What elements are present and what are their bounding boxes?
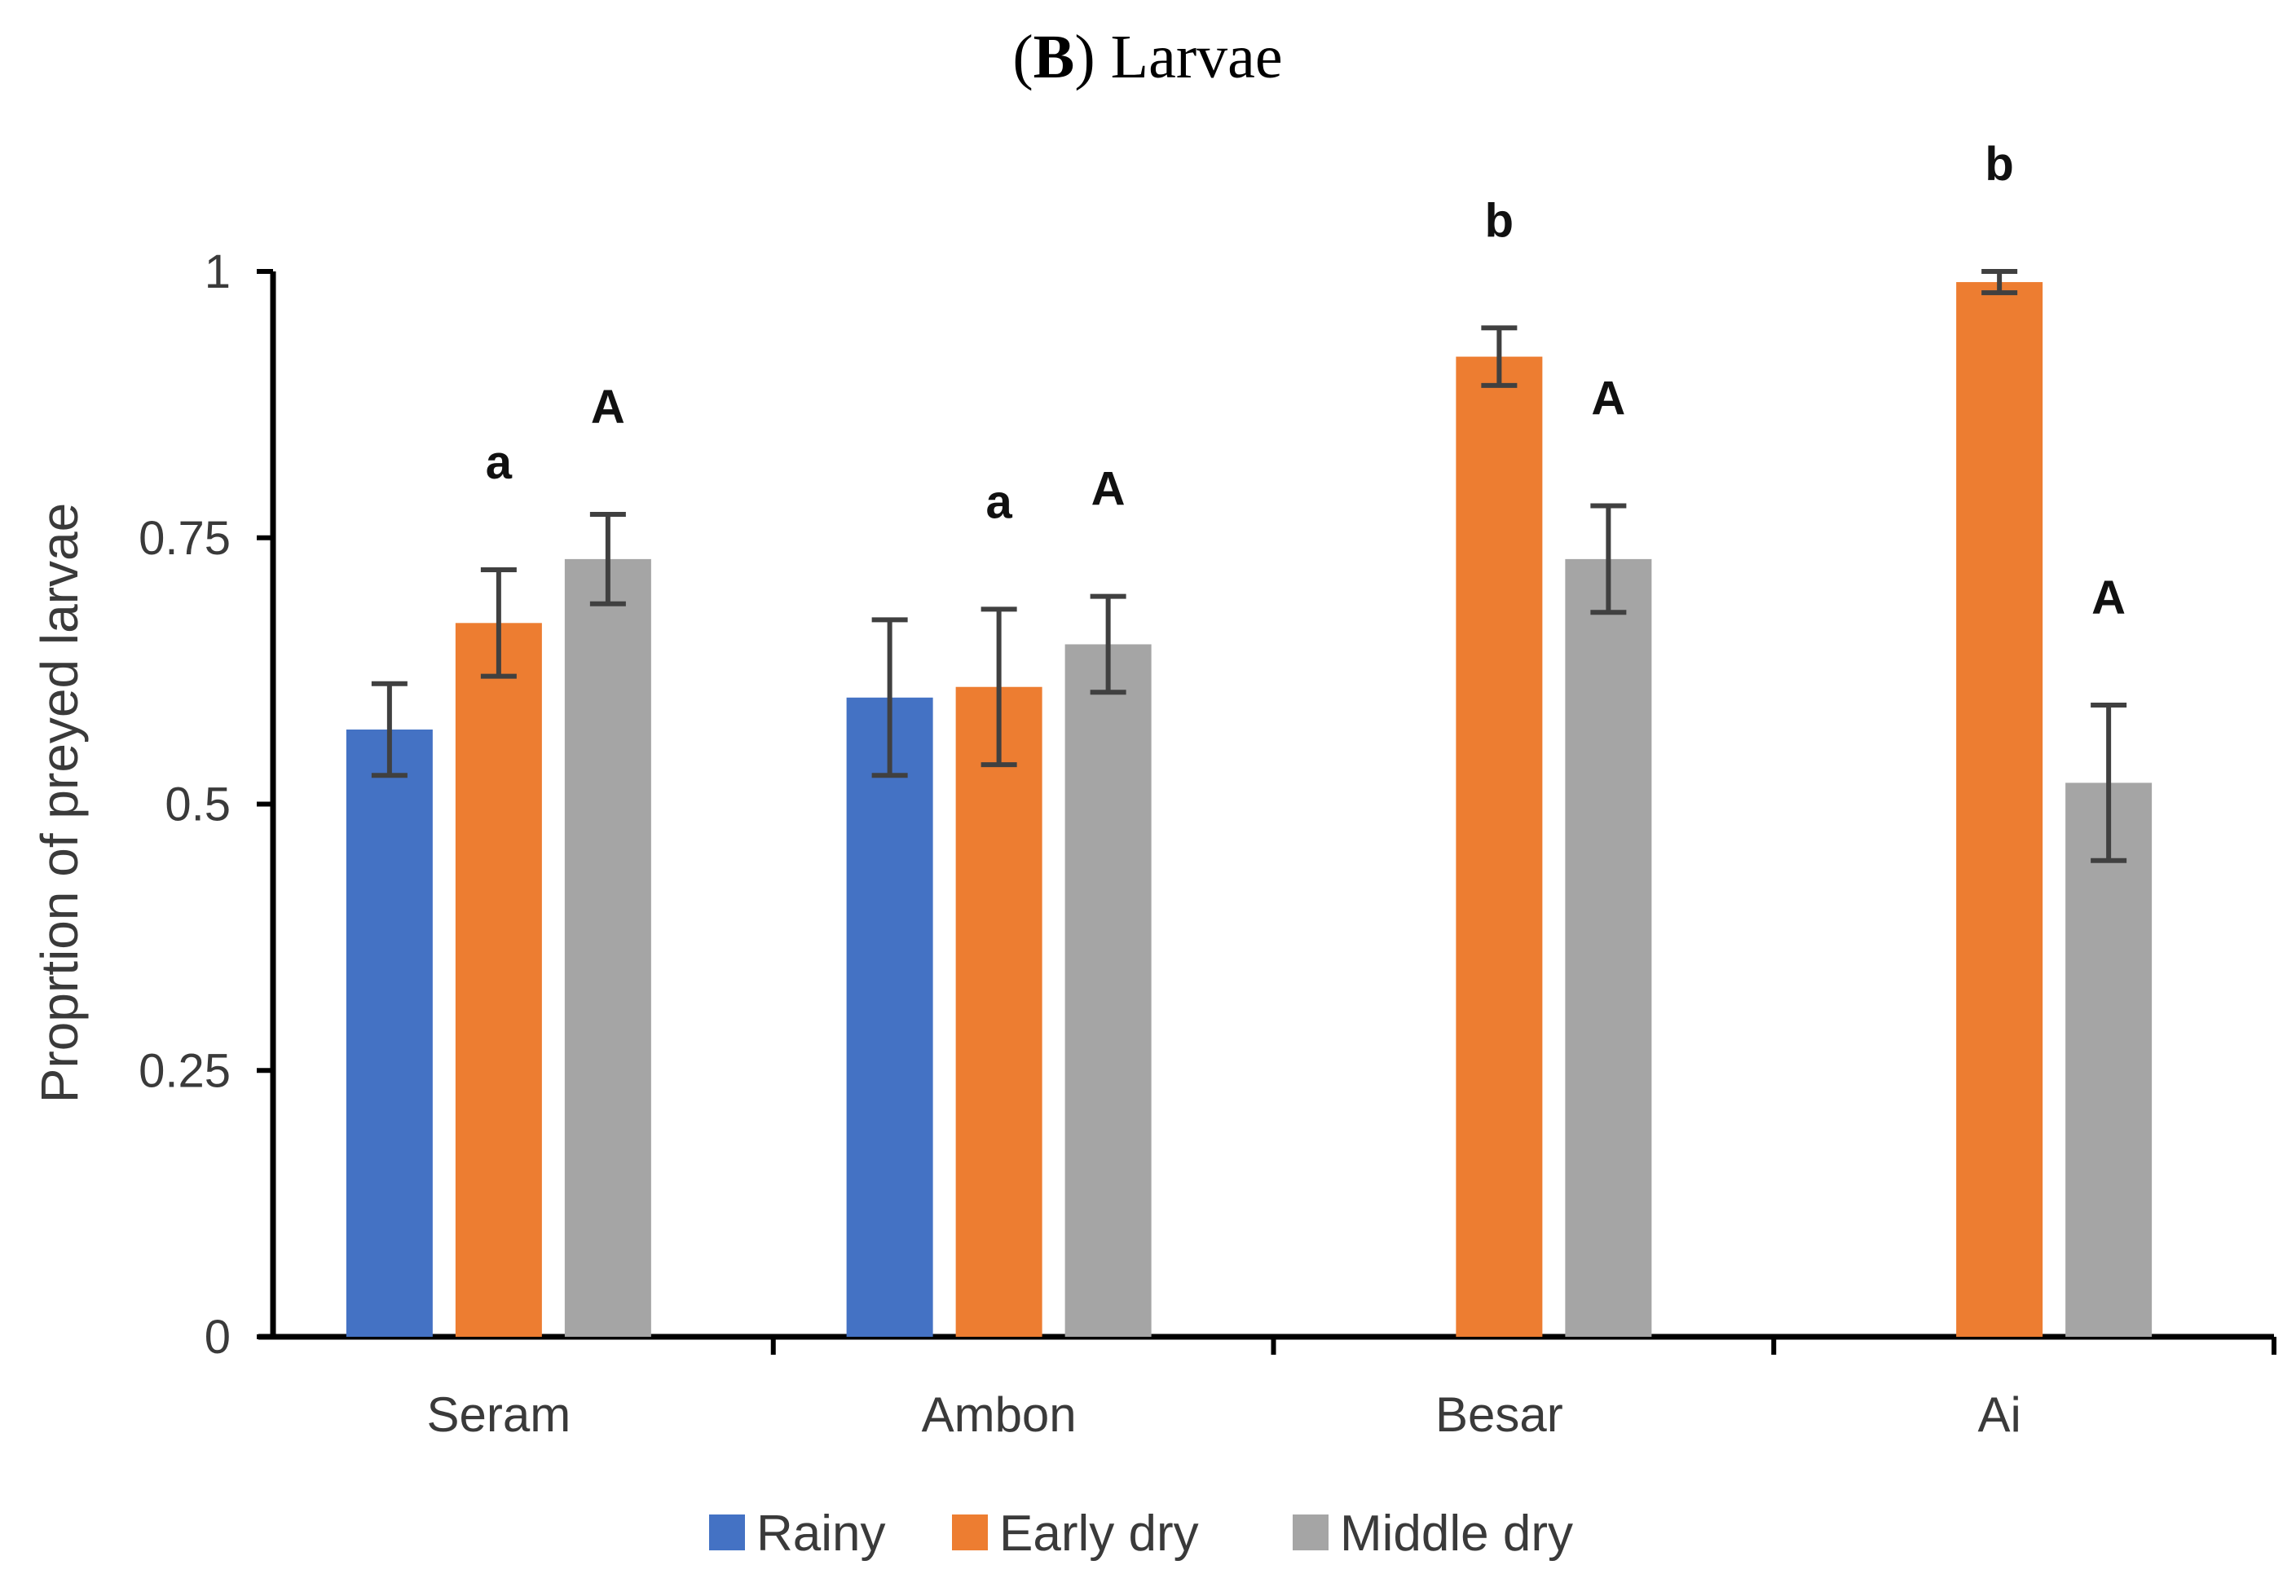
- legend-label: Middle dry: [1340, 1506, 1573, 1562]
- x-category-label: Seram: [427, 1387, 571, 1442]
- bar: [2065, 783, 2153, 1337]
- bar: [564, 558, 651, 1337]
- significance-label: A: [1091, 463, 1126, 516]
- plot-area: 0 0.25 0.5 0.75 1 a A Seram a A Ambon b A Besar b A Ai: [139, 138, 2276, 1442]
- legend-swatch: [952, 1514, 988, 1550]
- bar: [1565, 558, 1652, 1337]
- significance-label: A: [591, 381, 625, 434]
- x-category-label: Besar: [1435, 1387, 1563, 1442]
- legend-label: Rainy: [756, 1506, 886, 1562]
- significance-label: A: [2091, 571, 2126, 624]
- bar: [346, 730, 433, 1337]
- legend-swatch: [709, 1514, 745, 1550]
- x-category-label: Ambon: [922, 1387, 1077, 1442]
- significance-label: b: [1485, 194, 1514, 247]
- y-tick-label: 0.25: [139, 1044, 231, 1097]
- bar: [955, 686, 1042, 1337]
- significance-label: A: [1591, 373, 1625, 425]
- bar: [455, 623, 542, 1337]
- bar: [1064, 644, 1152, 1337]
- legend-label: Early dry: [999, 1506, 1199, 1562]
- legend: Rainy Early dry Middle dry: [709, 1506, 1573, 1562]
- x-category-label: Ai: [1977, 1387, 2021, 1442]
- significance-label: a: [486, 436, 513, 489]
- bar: [1956, 282, 2043, 1337]
- bar: [1456, 356, 1543, 1337]
- y-tick-label: 1: [205, 245, 231, 298]
- y-tick-label: 0: [205, 1311, 231, 1364]
- legend-swatch: [1293, 1514, 1329, 1550]
- significance-label: b: [1985, 138, 2013, 191]
- y-tick-label: 0.75: [139, 512, 231, 565]
- y-tick-label: 0.5: [165, 778, 231, 831]
- title-panel-letter: B: [1033, 23, 1075, 91]
- significance-label: a: [985, 475, 1012, 528]
- chart-title: (B) Larvae: [1012, 23, 1282, 91]
- bar: [846, 697, 933, 1337]
- y-axis-label: Proprtion of preyed larvae: [30, 503, 89, 1103]
